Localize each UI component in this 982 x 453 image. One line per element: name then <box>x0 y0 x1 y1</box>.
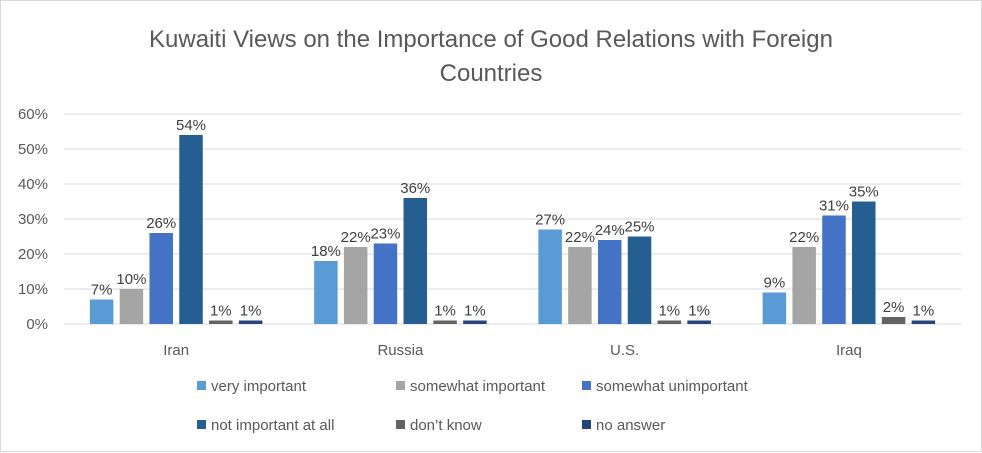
y-tick-label: 30% <box>18 211 48 228</box>
data-label: 7% <box>91 282 113 299</box>
bar <box>762 292 787 324</box>
y-tick-label: 0% <box>26 316 48 333</box>
data-label: 35% <box>849 184 879 201</box>
bar <box>627 236 652 324</box>
bar <box>209 320 233 324</box>
data-label: 1% <box>658 303 680 320</box>
data-label: 1% <box>913 303 935 320</box>
bar <box>149 233 173 324</box>
legend-label: don’t know <box>410 417 482 434</box>
data-label: 26% <box>146 215 176 232</box>
bar <box>852 201 876 324</box>
y-tick-label: 20% <box>18 246 48 263</box>
y-tick-label: 40% <box>18 176 48 193</box>
bar <box>881 317 906 324</box>
bar <box>911 320 936 324</box>
legend-swatch <box>396 381 405 390</box>
legend-label: somewhat unimportant <box>596 378 749 395</box>
data-label: 23% <box>370 226 400 243</box>
bar <box>433 320 457 324</box>
data-label: 1% <box>464 303 486 320</box>
bar <box>568 247 592 324</box>
data-label: 2% <box>883 299 905 316</box>
bar <box>657 320 682 324</box>
legend-swatch <box>582 420 591 429</box>
data-label: 22% <box>341 229 371 246</box>
data-label: 54% <box>176 117 206 134</box>
y-tick-label: 10% <box>18 281 48 298</box>
bar <box>314 261 338 324</box>
x-tick-label: Russia <box>377 342 424 359</box>
legend-swatch <box>396 420 405 429</box>
legend-label: very important <box>211 378 307 395</box>
bar <box>597 240 622 324</box>
data-label: 1% <box>434 303 456 320</box>
data-label: 1% <box>688 303 710 320</box>
y-tick-label: 50% <box>18 141 48 158</box>
data-label: 9% <box>764 275 786 292</box>
chart-title-line-2: Countries <box>440 60 543 87</box>
legend-label: somewhat important <box>410 378 546 395</box>
x-tick-label: Iran <box>163 342 189 359</box>
x-tick-label: Iraq <box>836 342 862 359</box>
legend-label: not important at all <box>211 417 334 434</box>
bar <box>119 289 144 324</box>
legend-label: no answer <box>596 417 665 434</box>
bar <box>89 299 114 324</box>
bar <box>792 247 816 324</box>
data-label: 1% <box>240 303 262 320</box>
data-label: 10% <box>116 271 146 288</box>
bar <box>343 247 368 324</box>
data-label: 36% <box>400 180 430 197</box>
bar <box>373 243 398 324</box>
data-label: 27% <box>535 212 565 229</box>
bar <box>687 320 711 324</box>
data-label: 31% <box>819 198 849 215</box>
data-label: 25% <box>625 219 655 236</box>
data-label: 22% <box>565 229 595 246</box>
bar <box>463 320 487 324</box>
bar <box>403 198 428 324</box>
data-label: 24% <box>595 222 625 239</box>
x-tick-label: U.S. <box>610 342 639 359</box>
legend-swatch <box>197 420 206 429</box>
bar <box>538 229 562 324</box>
data-label: 18% <box>311 243 341 260</box>
bar <box>822 215 846 324</box>
y-tick-label: 60% <box>18 106 48 123</box>
bar <box>179 135 203 324</box>
legend-swatch <box>197 381 206 390</box>
data-label: 22% <box>789 229 819 246</box>
data-label: 1% <box>210 303 232 320</box>
bar <box>238 320 263 324</box>
chart-title-line-1: Kuwaiti Views on the Importance of Good … <box>149 26 833 53</box>
legend-swatch <box>582 381 591 390</box>
